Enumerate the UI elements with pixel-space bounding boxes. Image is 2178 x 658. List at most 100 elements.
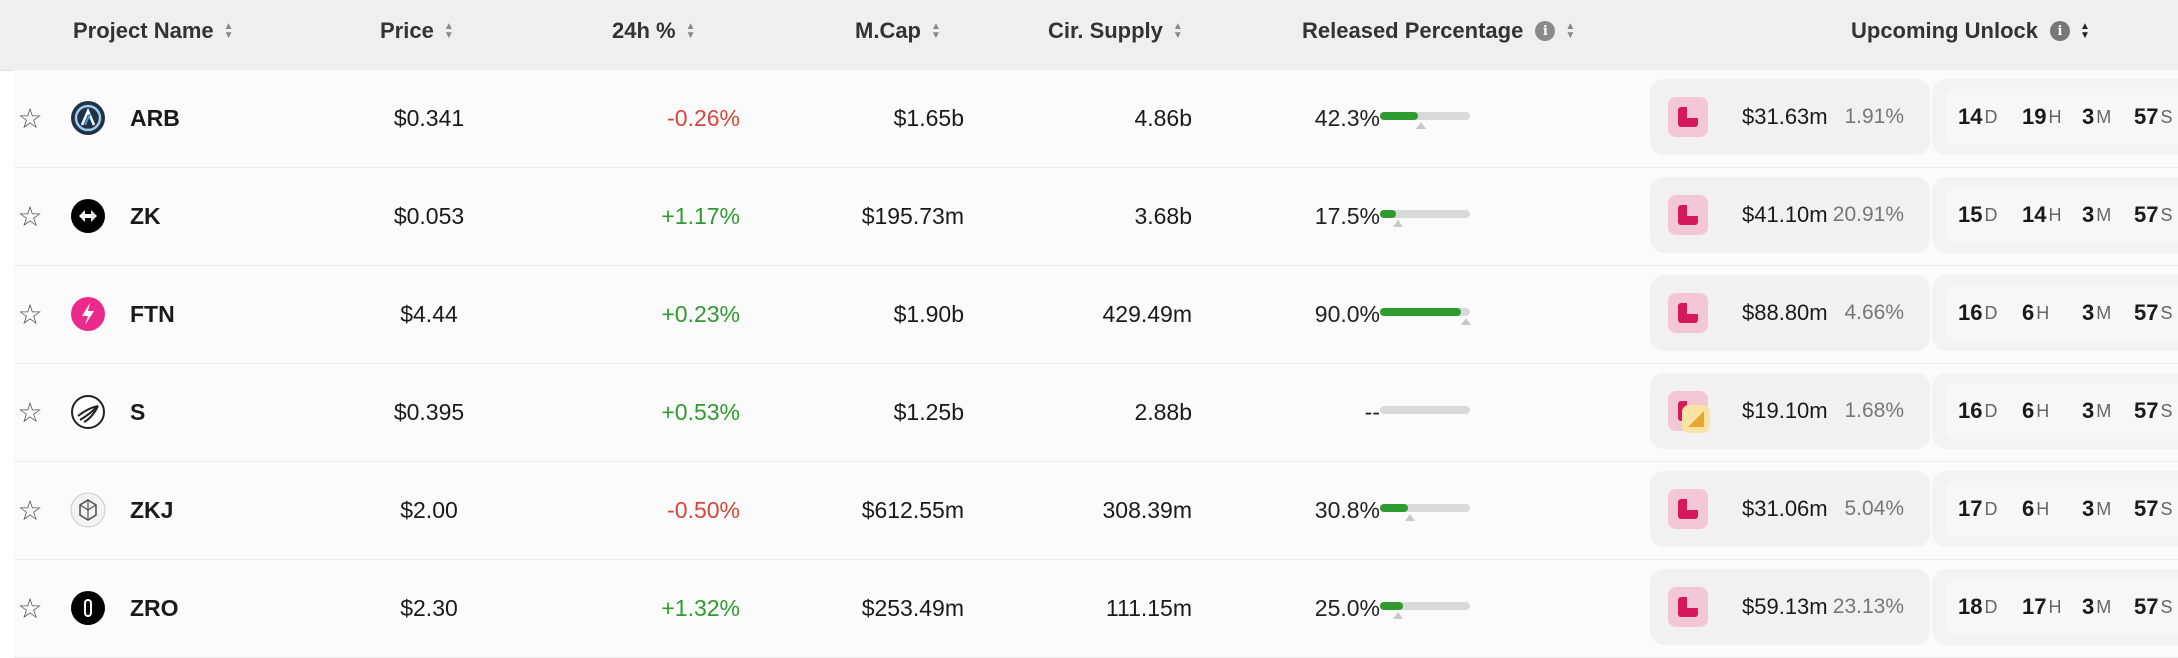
sort-icon[interactable]: ▲ ▼ (443, 21, 454, 41)
countdown-d-unit: D (1984, 302, 1998, 323)
sort-icon[interactable]: ▲ ▼ (1565, 21, 1576, 41)
arbitrum-icon (70, 100, 106, 136)
countdown-m-value: 3 (2082, 594, 2095, 619)
header-24h[interactable]: 24h % ▲ ▼ (612, 18, 696, 43)
table-row[interactable]: ☆ ZK $0.053 +1.17% $195.73m 3.68b 17.5% … (14, 168, 2178, 266)
unlock-percentage: 1.91% (1844, 105, 1904, 128)
unlock-percentage: 23.13% (1832, 595, 1904, 618)
price-value: $0.395 (393, 399, 465, 425)
star-icon[interactable]: ☆ (17, 201, 43, 232)
change-24h-value: +1.32% (661, 595, 740, 621)
star-icon[interactable]: ☆ (17, 103, 43, 134)
price-value: $4.44 (400, 301, 458, 327)
countdown-d-value: 16 (1958, 300, 1983, 325)
header-released-percentage[interactable]: Released Percentage i ▲ ▼ (1302, 18, 1576, 43)
countdown-m-value: 3 (2082, 496, 2095, 521)
unlock-marker (1404, 514, 1415, 521)
info-icon[interactable]: i (1535, 21, 1556, 41)
star-icon[interactable]: ☆ (17, 397, 43, 428)
project-symbol[interactable]: ZKJ (130, 497, 174, 523)
countdown-h-value: 19 (2022, 104, 2047, 129)
upcoming-unlock-card[interactable]: $19.10m 1.68% (1650, 373, 1930, 449)
unlock-type-icon (1668, 97, 1708, 137)
unlock-percentage: 4.66% (1844, 301, 1904, 324)
header-mcap[interactable]: M.Cap ▲ ▼ (855, 18, 941, 43)
project-symbol[interactable]: FTN (130, 301, 175, 327)
countdown-m-unit: M (2096, 400, 2112, 421)
market-cap-value: $1.90b (893, 301, 964, 327)
unlock-marker (1415, 122, 1426, 129)
star-icon[interactable]: ☆ (17, 495, 43, 526)
countdown-inner: 15 D 14 H 3 M 57 S (1946, 187, 2178, 243)
countdown-h-value: 14 (2022, 202, 2047, 227)
countdown-h-value: 6 (2022, 300, 2035, 325)
countdown-d-unit: D (1984, 498, 1998, 519)
countdown-h-value: 17 (2022, 594, 2047, 619)
circulating-supply-value: 308.39m (1102, 497, 1192, 523)
table-row[interactable]: ☆ S $0.395 +0.53% $1.25b 2.88b -- $19.10… (14, 364, 2178, 462)
sort-icon[interactable]: ▲ ▼ (2080, 21, 2090, 41)
project-symbol[interactable]: ZRO (130, 595, 179, 621)
countdown-m-value: 3 (2082, 202, 2095, 227)
upcoming-unlock-card[interactable]: $41.10m 20.91% (1650, 177, 1930, 253)
upcoming-unlock-card[interactable]: $31.63m 1.91% (1650, 79, 1930, 155)
countdown-d: 16 D (1958, 383, 1997, 439)
market-cap-value: $612.55m (861, 497, 964, 523)
table-row[interactable]: ☆ ZKJ $2.00 -0.50% $612.55m 308.39m 30.8… (14, 462, 2178, 560)
header-project-name[interactable]: Project Name ▲ ▼ (73, 18, 234, 43)
countdown-d: 16 D (1958, 285, 1997, 341)
upcoming-unlock-card[interactable]: $31.06m 5.04% (1650, 471, 1930, 547)
unlock-type-icon (1668, 195, 1708, 235)
countdown-h: 19 H (2022, 89, 2061, 145)
change-24h-value: +0.23% (661, 301, 740, 327)
unlock-marker (1460, 318, 1471, 325)
star-icon[interactable]: ☆ (17, 593, 43, 624)
table-row[interactable]: ☆ ARB $0.341 -0.26% $1.65b 4.86b 42.3% $… (14, 70, 2178, 168)
unlock-countdown: 17 D 6 H 3 M 57 S (1932, 471, 2178, 547)
price-value: $0.341 (393, 105, 465, 131)
sort-icon[interactable]: ▲ ▼ (223, 21, 234, 41)
market-cap-value: $253.49m (861, 595, 964, 621)
countdown-s: 57 S (2134, 187, 2173, 243)
upcoming-unlock-card[interactable]: $59.13m 23.13% (1650, 569, 1930, 645)
header-circ-supply[interactable]: Cir. Supply ▲ ▼ (1048, 18, 1183, 43)
unlock-value: $31.06m (1742, 496, 1828, 521)
countdown-h-value: 6 (2022, 398, 2035, 423)
header-upcoming-unlock[interactable]: Upcoming Unlock i ▲ ▼ (1851, 18, 2090, 43)
sort-icon[interactable]: ▲ ▼ (1172, 21, 1183, 41)
released-progress-bar (1380, 406, 1470, 414)
star-icon[interactable]: ☆ (17, 299, 43, 330)
countdown-h-unit: H (2048, 204, 2062, 225)
table-row[interactable]: ☆ FTN $4.44 +0.23% $1.90b 429.49m 90.0% … (14, 266, 2178, 364)
market-cap-value: $195.73m (861, 203, 964, 229)
countdown-s-unit: S (2160, 498, 2173, 519)
polyhedra-icon (70, 492, 106, 528)
price-value: $2.00 (400, 497, 458, 523)
price-value: $0.053 (393, 203, 465, 229)
sort-icon[interactable]: ▲ ▼ (931, 21, 941, 41)
countdown-inner: 16 D 6 H 3 M 57 S (1946, 383, 2178, 439)
table-row[interactable]: ☆ ZRO $2.30 +1.32% $253.49m 111.15m 25.0… (14, 560, 2178, 658)
project-symbol[interactable]: ARB (130, 105, 180, 131)
released-percentage-value: 25.0% (1314, 595, 1380, 621)
change-24h-value: -0.26% (667, 105, 740, 131)
countdown-s: 57 S (2134, 383, 2173, 439)
countdown-s-value: 57 (2134, 104, 2159, 129)
upcoming-unlock-card[interactable]: $88.80m 4.66% (1650, 275, 1930, 351)
header-price[interactable]: Price ▲ ▼ (380, 18, 454, 43)
info-icon[interactable]: i (2050, 21, 2071, 41)
table-header: Project Name ▲ ▼ Price ▲ ▼ 24h % ▲ ▼ M.Cap … (0, 0, 2178, 71)
sort-icon[interactable]: ▲ ▼ (685, 21, 696, 41)
unlock-value: $19.10m (1742, 398, 1828, 423)
released-progress-fill (1380, 602, 1403, 610)
project-symbol[interactable]: S (130, 399, 146, 425)
project-symbol[interactable]: ZK (130, 203, 161, 229)
change-24h-value: +1.17% (661, 203, 740, 229)
countdown-s-unit: S (2160, 302, 2173, 323)
